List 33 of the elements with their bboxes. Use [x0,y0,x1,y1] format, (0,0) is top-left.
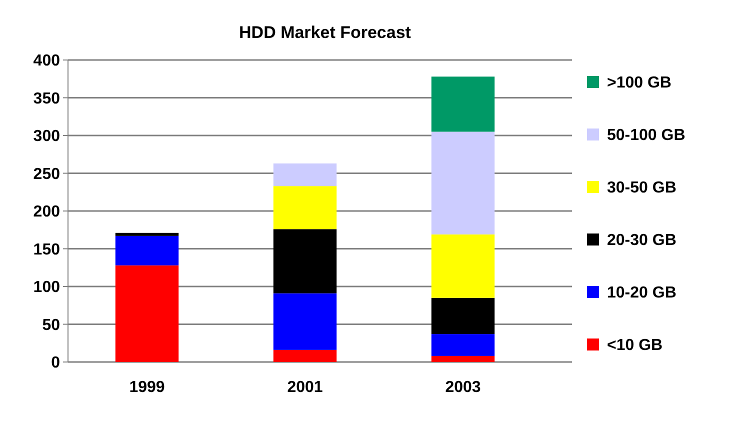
bar [273,229,337,294]
bar [431,132,495,234]
bar [431,76,495,132]
bar [273,350,337,362]
bar [431,356,495,362]
bar [431,334,495,356]
legend-label: >100 GB [607,74,672,92]
legend-label: <10 GB [607,337,663,354]
y-tick-label: 300 [33,128,60,146]
bar [115,265,179,362]
chart-title: HDD Market Forecast [239,23,412,42]
bar [273,163,337,186]
legend-label: 50-100 GB [607,127,686,144]
legend-label: 20-30 GB [607,232,676,250]
y-tick-label: 200 [33,204,60,221]
bar [431,234,495,298]
y-tick-label: 150 [33,241,60,258]
x-tick-label: 2003 [445,379,481,396]
y-tick-label: 0 [51,354,60,372]
y-tick-label: 250 [33,166,60,183]
x-tick-label: 1999 [129,379,165,396]
bar [115,232,179,236]
bar [273,186,337,230]
legend-label: 30-50 GB [607,180,676,197]
bar [115,236,179,266]
y-tick-label: 50 [42,316,60,334]
x-tick-label: 2001 [287,379,323,396]
bar [273,293,337,350]
y-tick-label: 400 [33,52,60,70]
bar [431,298,495,334]
legend-label: 10-20 GB [607,284,676,302]
y-tick-label: 100 [33,279,60,296]
y-tick-label: 350 [33,90,60,108]
